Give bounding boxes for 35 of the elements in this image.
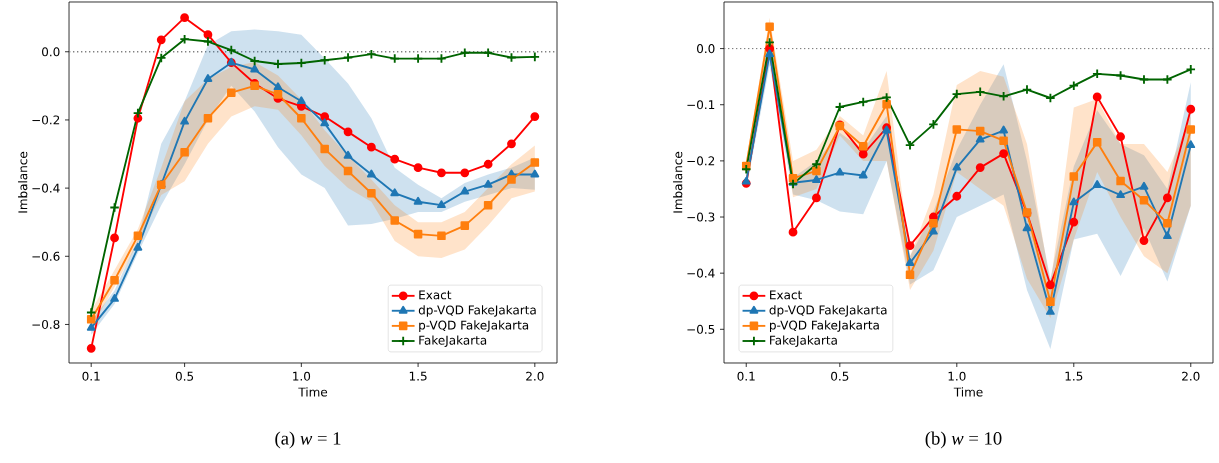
y-tick-label: 0.0 [42, 47, 60, 57]
x-tick-label: 1.0 [948, 371, 966, 381]
y-tick-label: −0.6 [32, 251, 60, 261]
x-tick-label: 0.5 [175, 371, 194, 381]
x-tick-label: 1.5 [1065, 371, 1083, 381]
legend-label: p-VQD FakeJakarta [419, 320, 529, 332]
y-tick-label: 0.0 [697, 44, 715, 54]
legend-label: Exact [770, 290, 802, 300]
legend-label: FakeJakarta [770, 335, 837, 347]
x-tick-label: 0.1 [737, 371, 755, 381]
legend-label: Exact [419, 290, 452, 300]
y-tick-label: −0.2 [687, 156, 715, 166]
y-tick-label: −0.1 [687, 100, 715, 110]
legend-label: FakeJakarta [419, 335, 487, 347]
legend-label: dp-VQD FakeJakarta [769, 305, 887, 317]
x-axis-title: Time [953, 387, 983, 397]
legend-label: p-VQD FakeJakarta [769, 320, 879, 332]
x-tick-label: 2.0 [526, 371, 544, 381]
y-tick-label: −0.4 [687, 268, 715, 278]
y-tick-label: −0.4 [32, 183, 60, 193]
y-axis-title: Imbalance [673, 151, 683, 213]
x-tick-label: 1.0 [293, 371, 311, 381]
text: (a) w = 1 [275, 431, 341, 449]
text: (b) w = 10 [925, 431, 1002, 449]
y-axis-title: Imbalance [18, 151, 28, 213]
x-axis-title: Time [298, 387, 328, 397]
y-tick-label: −0.5 [687, 324, 715, 334]
x-tick-label: 0.1 [82, 371, 100, 381]
y-tick-label: −0.8 [32, 319, 60, 329]
x-tick-label: 1.5 [409, 371, 427, 381]
x-tick-label: 0.5 [831, 371, 849, 381]
x-tick-label: 2.0 [1182, 371, 1200, 381]
legend-label: dp-VQD FakeJakarta [418, 305, 536, 317]
y-tick-label: −0.3 [687, 212, 715, 222]
y-tick-label: −0.2 [32, 115, 60, 125]
